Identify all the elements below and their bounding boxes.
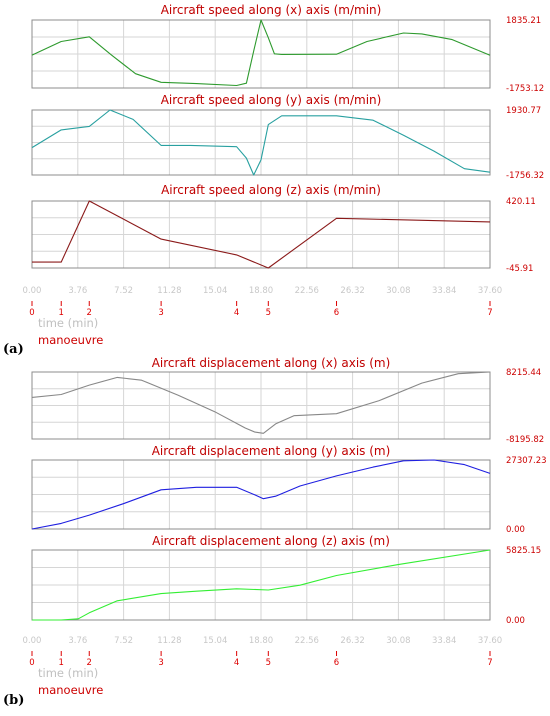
manoeuvre-label: 2 [87,658,92,668]
time-tick-label: 11.28 [157,636,181,646]
time-tick-label: 3.76 [68,286,87,296]
manoeuvre-label: 7 [487,658,492,668]
y-min-label: -1753.12 [506,84,544,94]
y-min-label: -8195.82 [506,435,544,445]
manoeuvre-label: 4 [234,308,239,318]
series-line [31,371,491,434]
time-tick-label: 18.80 [249,636,273,646]
time-tick-label: 0.00 [23,636,42,646]
series-line [31,459,491,530]
time-tick-label: 30.08 [386,636,410,646]
time-tick-label: 30.08 [386,286,410,296]
time-tick-label: 15.04 [203,636,227,646]
manoeuvre-label: 6 [334,308,339,318]
chart-title: Aircraft displacement along (y) axis (m) [152,444,391,458]
manoeuvre-label: 0 [29,658,34,668]
time-axis-2: 0.00 3.76 7.52 11.28 15.04 18.80 22.56 26.32 30.… [3,636,502,708]
time-tick-label: 3.76 [68,636,87,646]
chart-title: Aircraft displacement along (z) axis (m) [152,534,390,548]
plot-frame [31,200,491,269]
chart-title: Aircraft speed along (z) axis (m/min) [161,183,381,197]
manoeuvre-label: 1 [59,658,64,668]
time-tick-label: 33.84 [432,636,456,646]
time-tick-label: 11.28 [157,286,181,296]
manoeuvre-label: 5 [266,658,271,668]
time-tick-label: 33.84 [432,286,456,296]
chart-panel-1: Aircraft speed along (x) axis (m/min) 183… [31,3,544,94]
time-axis-title: time (min) [38,316,98,330]
manoeuvre-label: 1 [59,308,64,318]
time-tick-label: 18.80 [249,286,273,296]
manoeuvre-label: 0 [29,308,34,318]
y-max-label: 8215.44 [506,368,541,378]
y-max-label: 5825.15 [506,546,541,556]
time-axis-1: 0.00 3.76 7.52 11.28 15.04 18.80 22.56 26.32 30.… [3,286,502,357]
panel-label: (b) [3,693,24,708]
time-tick-label: 7.52 [114,636,133,646]
time-tick-label: 22.56 [295,286,319,296]
series-line [32,200,491,269]
plot-frame [31,371,491,440]
manoeuvre-label: 4 [234,658,239,668]
time-tick-label: 22.56 [295,636,319,646]
chart-title: Aircraft speed along (y) axis (m/min) [161,93,382,107]
chart-panel-3: Aircraft speed along (z) axis (m/min) 420… [31,183,536,274]
time-tick-label: 0.00 [23,286,42,296]
y-max-label: 1930.77 [506,106,541,116]
chart-title: Aircraft displacement along (x) axis (m) [152,356,391,370]
manoeuvre-label: 7 [487,308,492,318]
manoeuvre-axis-title: manoeuvre [38,683,103,697]
time-tick-label: 37.60 [478,286,502,296]
y-min-label: 0.00 [506,525,525,535]
y-min-label: -45.91 [506,264,533,274]
chart-panel-6: Aircraft displacement along (z) axis (m)… [31,534,541,626]
chart-panel-2: Aircraft speed along (y) axis (m/min) 193… [31,93,544,181]
manoeuvre-label: 3 [158,308,163,318]
y-max-label: 27307.23 [506,456,547,466]
chart-panel-5: Aircraft displacement along (y) axis (m)… [31,444,547,535]
chart-title: Aircraft speed along (x) axis (m/min) [161,3,382,17]
manoeuvre-axis-title: manoeuvre [38,333,103,347]
series-line [31,109,491,176]
y-max-label: 420.11 [506,197,536,207]
time-tick-label: 15.04 [203,286,227,296]
time-tick-label: 26.32 [340,286,364,296]
manoeuvre-label: 5 [266,308,271,318]
time-tick-label: 26.32 [340,636,364,646]
time-axis-title: time (min) [38,666,98,680]
plot-frame [31,109,491,176]
panel-label: (a) [3,342,24,357]
y-min-label: -1756.32 [506,171,544,181]
chart-panel-4: Aircraft displacement along (x) axis (m)… [31,356,544,445]
series-line [32,549,491,621]
y-min-label: 0.00 [506,616,525,626]
plot-frame [31,459,491,530]
manoeuvre-label: 6 [334,658,339,668]
y-max-label: 1835.21 [506,16,541,26]
series-line [31,19,491,87]
time-tick-label: 37.60 [478,636,502,646]
plot-frame [31,549,491,621]
manoeuvre-label: 2 [87,308,92,318]
time-tick-label: 7.52 [114,286,133,296]
manoeuvre-label: 3 [158,658,163,668]
